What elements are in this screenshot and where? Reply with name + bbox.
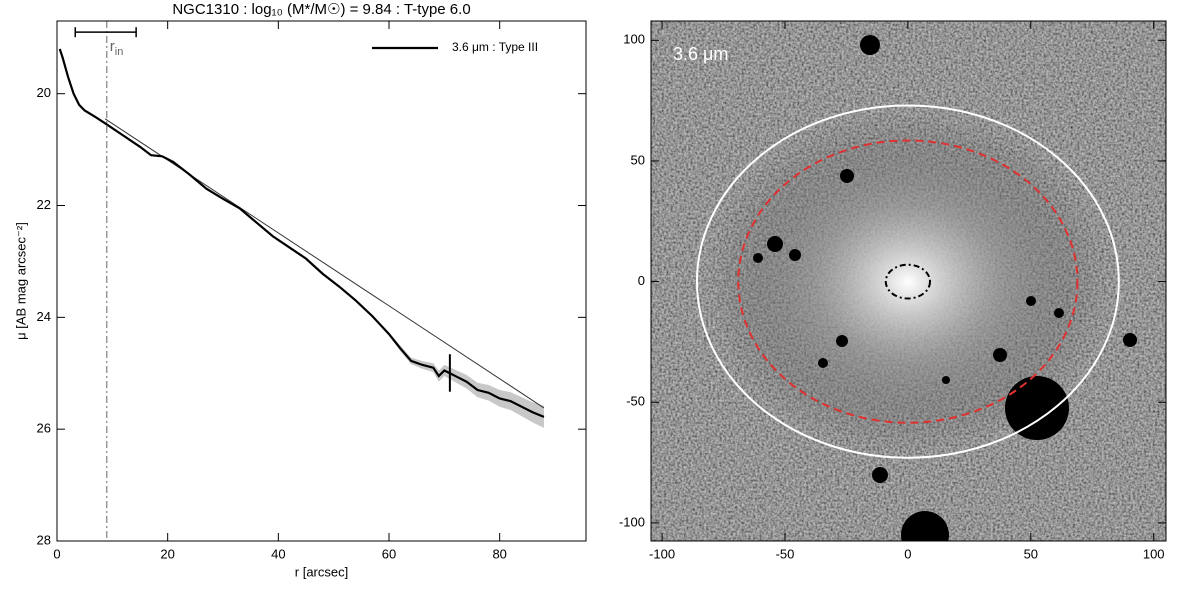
x-axis-label: r [arcsec] <box>295 564 348 579</box>
rin-label: rin <box>110 38 124 58</box>
rin-label-r: r <box>110 38 115 55</box>
band-label: 3.6 μm <box>673 44 728 64</box>
y-tick-label: 50 <box>631 152 645 167</box>
fit-line <box>104 118 545 409</box>
error-band <box>389 332 544 429</box>
y-tick-label: 20 <box>37 85 51 100</box>
x-tick-label: 100 <box>1143 546 1165 561</box>
x-tick-label: -50 <box>776 546 795 561</box>
y-tick-label: 26 <box>37 421 51 436</box>
aperture-ellipse <box>695 104 1120 459</box>
x-tick-label: 80 <box>492 546 506 561</box>
aperture-ellipse <box>884 263 932 300</box>
y-tick-label: 28 <box>37 532 51 547</box>
x-tick-label: 50 <box>1024 546 1038 561</box>
x-tick-label: -100 <box>649 546 675 561</box>
legend-label: 3.6 μm : Type III <box>452 40 538 54</box>
plot-frame <box>650 20 1167 542</box>
rin-label-sub: in <box>115 46 124 58</box>
sky-image <box>651 21 1166 541</box>
y-tick-label: 22 <box>37 197 51 212</box>
y-tick-label: 0 <box>638 273 645 288</box>
aperture-ellipse <box>737 139 1079 424</box>
x-tick-label: 40 <box>271 546 285 561</box>
y-tick-label: -100 <box>619 514 645 529</box>
chart-title: NGC1310 : log₁₀ (M*/M☉) = 9.84 : T-type … <box>172 1 470 18</box>
y-tick-label: 24 <box>37 309 51 324</box>
profile-line <box>58 48 545 418</box>
x-tick-label: 0 <box>53 546 60 561</box>
y-tick-label: -50 <box>626 394 645 409</box>
x-tick-label: 60 <box>382 546 396 561</box>
y-axis-label: μ [AB mag arcsec⁻²] <box>13 222 28 340</box>
x-tick-label: 0 <box>904 546 911 561</box>
x-tick-label: 20 <box>160 546 174 561</box>
y-tick-label: 100 <box>623 32 645 47</box>
plot-frame <box>56 20 587 542</box>
